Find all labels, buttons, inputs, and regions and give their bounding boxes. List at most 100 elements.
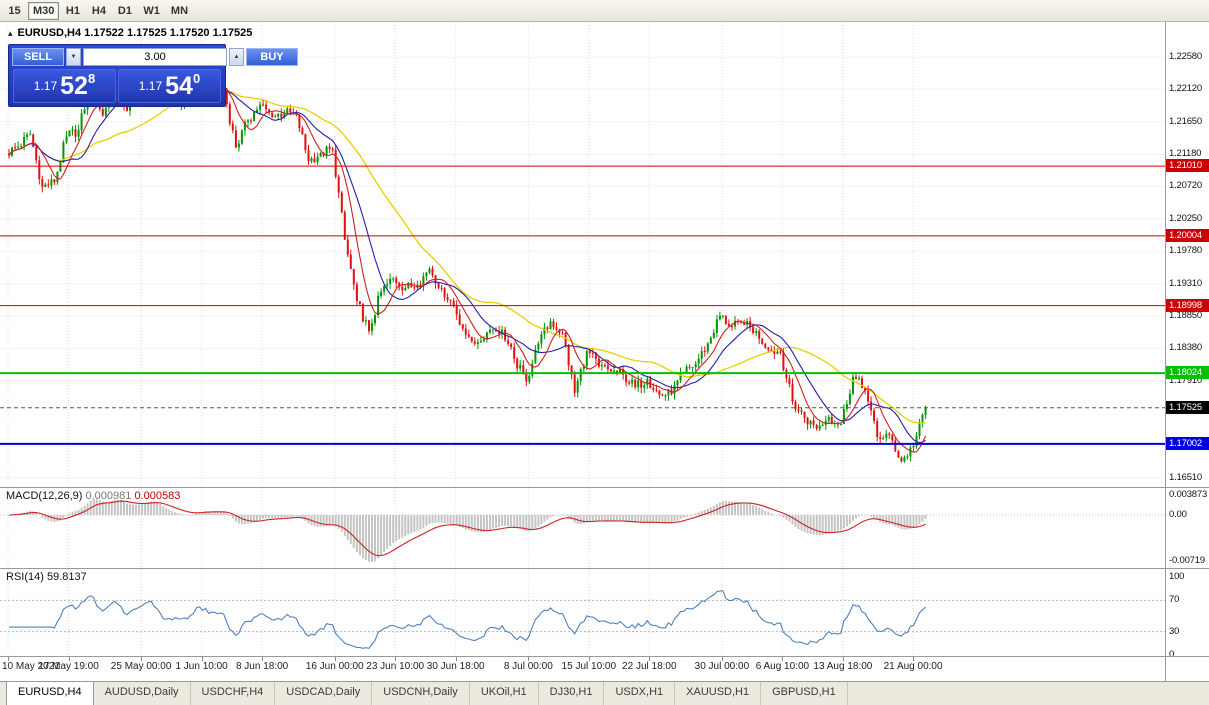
rsi-line — [9, 590, 926, 649]
time-tick — [8, 657, 9, 661]
time-axis-label: 6 Aug 10:00 — [755, 661, 810, 672]
price-tick-label: 1.21180 — [1169, 148, 1202, 160]
macd-main-value: 0.000981 — [85, 490, 132, 502]
lot-increase-button[interactable]: ▲ — [229, 48, 244, 66]
pane-separator — [0, 656, 1209, 657]
tab-dj30-h1[interactable]: DJ30,H1 — [539, 682, 605, 705]
macd-title: MACD(12,26,9) — [6, 490, 83, 502]
macd-axis-label: 0.00 — [1169, 509, 1187, 520]
sell-button[interactable]: SELL — [12, 48, 64, 66]
price-tick-label: 1.21650 — [1169, 115, 1202, 127]
level-badge: 1.17002 — [1166, 436, 1209, 450]
rsi-axis-label: 70 — [1169, 594, 1180, 606]
bid-point: 8 — [87, 70, 96, 86]
time-tick — [395, 657, 397, 661]
time-axis-label: 16 Jun 00:00 — [305, 661, 364, 672]
timeframe-d1[interactable]: D1 — [112, 2, 137, 20]
price-tick-label: 1.18380 — [1169, 342, 1202, 354]
time-tick — [721, 657, 723, 661]
current-price-badge: 1.17525 — [1166, 400, 1209, 414]
price-tick-label: 1.22120 — [1169, 83, 1202, 95]
rsi-title: RSI(14) — [6, 571, 44, 583]
macd-histogram — [8, 499, 927, 562]
time-axis-label: 17 May 19:00 — [38, 661, 99, 672]
time-axis-label: 8 Jun 18:00 — [235, 661, 289, 672]
timeframe-w1[interactable]: W1 — [138, 2, 165, 20]
pane-separator[interactable] — [0, 568, 1209, 569]
time-axis[interactable]: 10 May 2021 17 May 19:00 25 May 00:00 1 Jun… — [0, 657, 1165, 681]
time-tick — [334, 657, 336, 661]
price-tick-label: 1.18850 — [1169, 309, 1202, 321]
time-tick — [588, 657, 590, 661]
time-axis-label: 13 Aug 18:00 — [813, 661, 873, 672]
buy-button[interactable]: BUY — [246, 48, 298, 66]
tab-gbpusd-h1[interactable]: GBPUSD,H1 — [761, 682, 848, 705]
price-axis-border — [1165, 22, 1166, 681]
time-tick — [455, 657, 457, 661]
bid-prefix: 1.17 — [33, 79, 58, 93]
time-axis-label: 30 Jun 18:00 — [426, 661, 485, 672]
price-axis[interactable]: 1.22580 1.22120 1.21650 1.21180 1.20720 1.202… — [1166, 22, 1209, 681]
pane-separator[interactable] — [0, 487, 1209, 488]
lot-decrease-button[interactable]: ▼ — [66, 48, 81, 66]
ask-point: 0 — [192, 70, 201, 86]
time-tick — [528, 657, 530, 661]
rsi-value: 59.8137 — [46, 571, 87, 583]
time-axis-label: 10 May 2021 — [2, 661, 60, 672]
time-axis-label: 25 May 00:00 — [110, 661, 172, 672]
price-tick-label: 1.16510 — [1169, 471, 1202, 483]
time-axis-label: 8 Jul 00:00 — [503, 661, 553, 672]
macd-axis-label: 0.003873 — [1169, 489, 1208, 500]
macd-signal-line — [8, 500, 926, 557]
level-badge: 1.21010 — [1166, 159, 1209, 173]
main-chart-canvas[interactable] — [0, 22, 1165, 487]
price-tick-label: 1.19780 — [1169, 245, 1202, 257]
level-lines — [0, 165, 1165, 445]
tab-usdx-h1[interactable]: USDX,H1 — [604, 682, 676, 705]
time-tick — [842, 657, 844, 661]
time-axis-label: 1 Jun 10:00 — [175, 661, 228, 672]
rsi-indicator-label: RSI(14) 59.8137 — [6, 571, 87, 583]
price-tick-label: 1.17910 — [1169, 374, 1202, 386]
time-axis-label: 21 Aug 00:00 — [883, 661, 943, 672]
tab-usdchf-h4[interactable]: USDCHF,H4 — [191, 682, 276, 705]
chart-tab-bar: EURUSD,H4 AUDUSD,Daily USDCHF,H4 USDCAD,… — [0, 681, 1209, 705]
level-badge: 1.20004 — [1166, 228, 1209, 242]
time-tick — [782, 657, 784, 661]
rsi-pane-canvas[interactable] — [0, 569, 1165, 656]
time-tick — [201, 657, 203, 661]
timeframe-toolbar: 15 M30 H1 H4 D1 W1 MN — [0, 0, 1209, 22]
time-axis-label: 30 Jul 00:00 — [694, 661, 750, 672]
timeframe-h4[interactable]: H4 — [86, 2, 111, 20]
tab-eurusd-h4[interactable]: EURUSD,H4 — [6, 682, 94, 705]
chart-region: ▴ EURUSD,H4 1.17522 1.17525 1.17520 1.175… — [0, 22, 1209, 681]
tab-audusd-daily[interactable]: AUDUSD,Daily — [94, 682, 191, 705]
tab-xauusd-h1[interactable]: XAUUSD,H1 — [675, 682, 762, 705]
price-tick-label: 1.22580 — [1169, 51, 1202, 63]
tab-usdcnh-daily[interactable]: USDCNH,Daily — [372, 682, 470, 705]
macd-axis-label: -0.00719 — [1169, 555, 1205, 567]
time-tick — [68, 657, 70, 661]
macd-signal-value: 0.000583 — [134, 490, 181, 502]
price-tick-label: 1.20250 — [1169, 212, 1202, 224]
level-badge: 1.18998 — [1166, 298, 1209, 312]
timeframe-15[interactable]: 15 — [2, 2, 27, 20]
ask-pips: 54 — [165, 71, 193, 100]
lot-size-input[interactable] — [83, 48, 227, 66]
ask-price: 1.17 54 0 — [118, 69, 221, 103]
time-tick — [649, 657, 651, 661]
timeframe-mn[interactable]: MN — [166, 2, 193, 20]
tab-ukoil-h1[interactable]: UKOil,H1 — [470, 682, 539, 705]
time-tick — [141, 657, 143, 661]
time-axis-label: 23 Jun 10:00 — [366, 661, 425, 672]
timeframe-h1[interactable]: H1 — [60, 2, 85, 20]
macd-pane-canvas[interactable] — [0, 488, 1165, 568]
timeframe-m30[interactable]: M30 — [28, 1, 60, 20]
ma-mid-line — [8, 84, 926, 444]
time-axis-label: 15 Jul 10:00 — [561, 661, 617, 672]
one-click-expander-icon[interactable]: ▴ — [8, 28, 13, 38]
tab-usdcad-daily[interactable]: USDCAD,Daily — [275, 682, 373, 705]
chart-ohlc-title: EURUSD,H4 1.17522 1.17525 1.17520 1.1752… — [17, 27, 253, 39]
ma-slow-line — [8, 89, 926, 424]
